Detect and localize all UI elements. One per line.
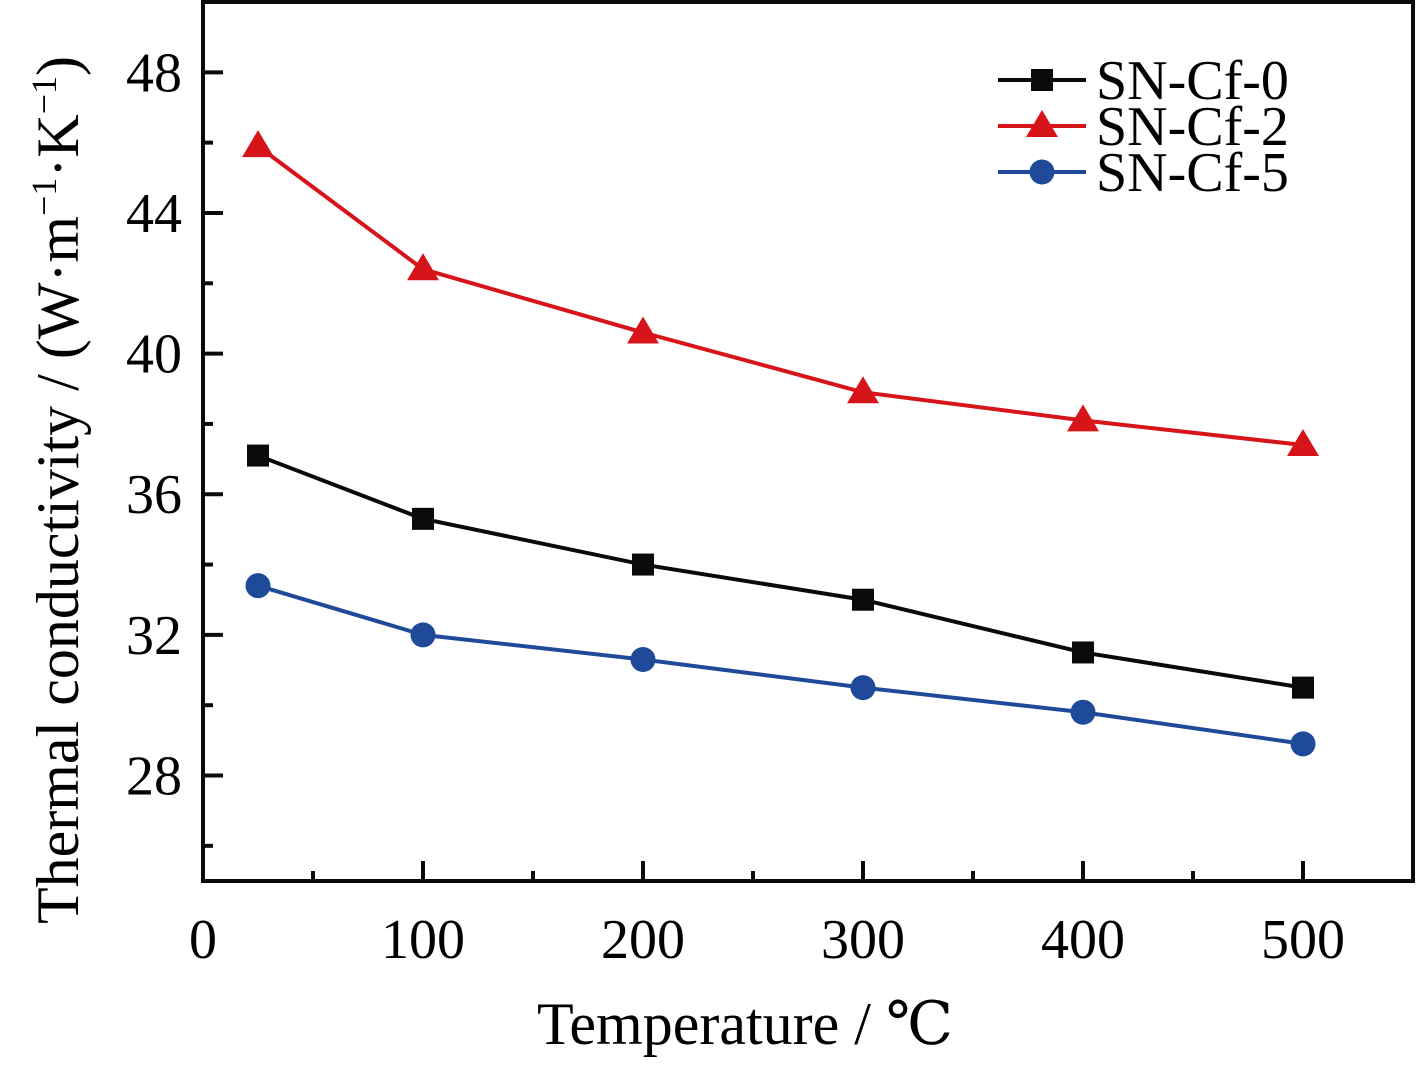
series-sn-cf-5 <box>245 573 1316 757</box>
y-tick-label: 48 <box>126 42 182 104</box>
y-axis-title: Thermal conductivity / (W·m−1·K−1) <box>24 56 91 924</box>
series-line-sn-cf-0 <box>257 453 1304 690</box>
y-tick-label: 44 <box>126 183 182 245</box>
y-axis-title-sup2: −1 <box>24 76 64 114</box>
series-line-sn-cf-5 <box>257 583 1304 746</box>
legend-label-sn-cf-5: SN-Cf-5 <box>1096 142 1289 204</box>
y-axis-title-end: ) <box>25 56 91 76</box>
x-tick-label: 0 <box>189 909 217 971</box>
x-tick-label: 300 <box>821 909 905 971</box>
y-axis-ticks: 28 32 36 40 44 48 <box>126 42 223 848</box>
legend-label-sn-cf-2: SN-Cf-2 <box>1096 96 1289 158</box>
data-point-sn-cf-0 <box>412 507 434 530</box>
y-tick-label: 36 <box>126 464 182 526</box>
series-sn-cf-0 <box>247 444 1314 699</box>
data-point-sn-cf-5 <box>1070 699 1096 725</box>
data-point-sn-cf-0 <box>247 444 269 467</box>
data-point-sn-cf-2 <box>1287 429 1319 457</box>
legend-marker-sn-cf-0 <box>1031 69 1053 91</box>
x-tick-label: 200 <box>601 909 685 971</box>
legend-item-sn-cf-5: SN-Cf-5 <box>998 142 1289 204</box>
y-tick-label: 28 <box>126 746 182 808</box>
series-line-sn-cf-2 <box>256 144 1304 448</box>
x-tick-label: 100 <box>381 909 465 971</box>
data-point-sn-cf-2 <box>407 253 439 281</box>
data-point-sn-cf-5 <box>630 646 656 672</box>
x-tick-label: 400 <box>1041 909 1125 971</box>
plot-frame <box>201 0 1415 883</box>
y-axis-title-sup1: −1 <box>24 178 64 216</box>
data-point-sn-cf-2 <box>627 316 659 344</box>
series-layer <box>242 130 1319 757</box>
data-point-sn-cf-5 <box>410 622 436 648</box>
y-axis-title-mid: ·K <box>25 114 91 177</box>
plot-border <box>201 0 1415 883</box>
y-tick-label: 40 <box>126 324 182 386</box>
legend-marker-sn-cf-2 <box>1026 110 1058 137</box>
legend-marker-sn-cf-5 <box>1029 159 1055 185</box>
data-point-sn-cf-0 <box>852 588 874 611</box>
series-sn-cf-2 <box>242 130 1319 457</box>
data-point-sn-cf-2 <box>242 130 274 158</box>
data-point-sn-cf-0 <box>1072 641 1094 664</box>
data-point-sn-cf-5 <box>245 573 271 599</box>
data-point-sn-cf-2 <box>1067 404 1099 432</box>
legend: SN-Cf-0SN-Cf-2SN-Cf-5 <box>998 50 1289 204</box>
data-point-sn-cf-0 <box>1292 676 1314 699</box>
data-point-sn-cf-5 <box>1290 731 1316 757</box>
legend-item-sn-cf-0: SN-Cf-0 <box>998 50 1289 112</box>
y-tick-label: 32 <box>126 605 182 667</box>
x-axis-title: Temperature / ℃ <box>537 991 953 1057</box>
legend-item-sn-cf-2: SN-Cf-2 <box>998 96 1289 158</box>
data-point-sn-cf-0 <box>632 553 654 576</box>
legend-label-sn-cf-0: SN-Cf-0 <box>1096 50 1289 112</box>
data-point-sn-cf-5 <box>850 675 876 701</box>
y-axis-title-main: Thermal conductivity / (W·m <box>25 216 91 924</box>
data-point-sn-cf-2 <box>847 376 879 404</box>
x-tick-label: 500 <box>1261 909 1345 971</box>
x-axis-ticks: 0 100 200 300 400 500 <box>189 861 1345 971</box>
